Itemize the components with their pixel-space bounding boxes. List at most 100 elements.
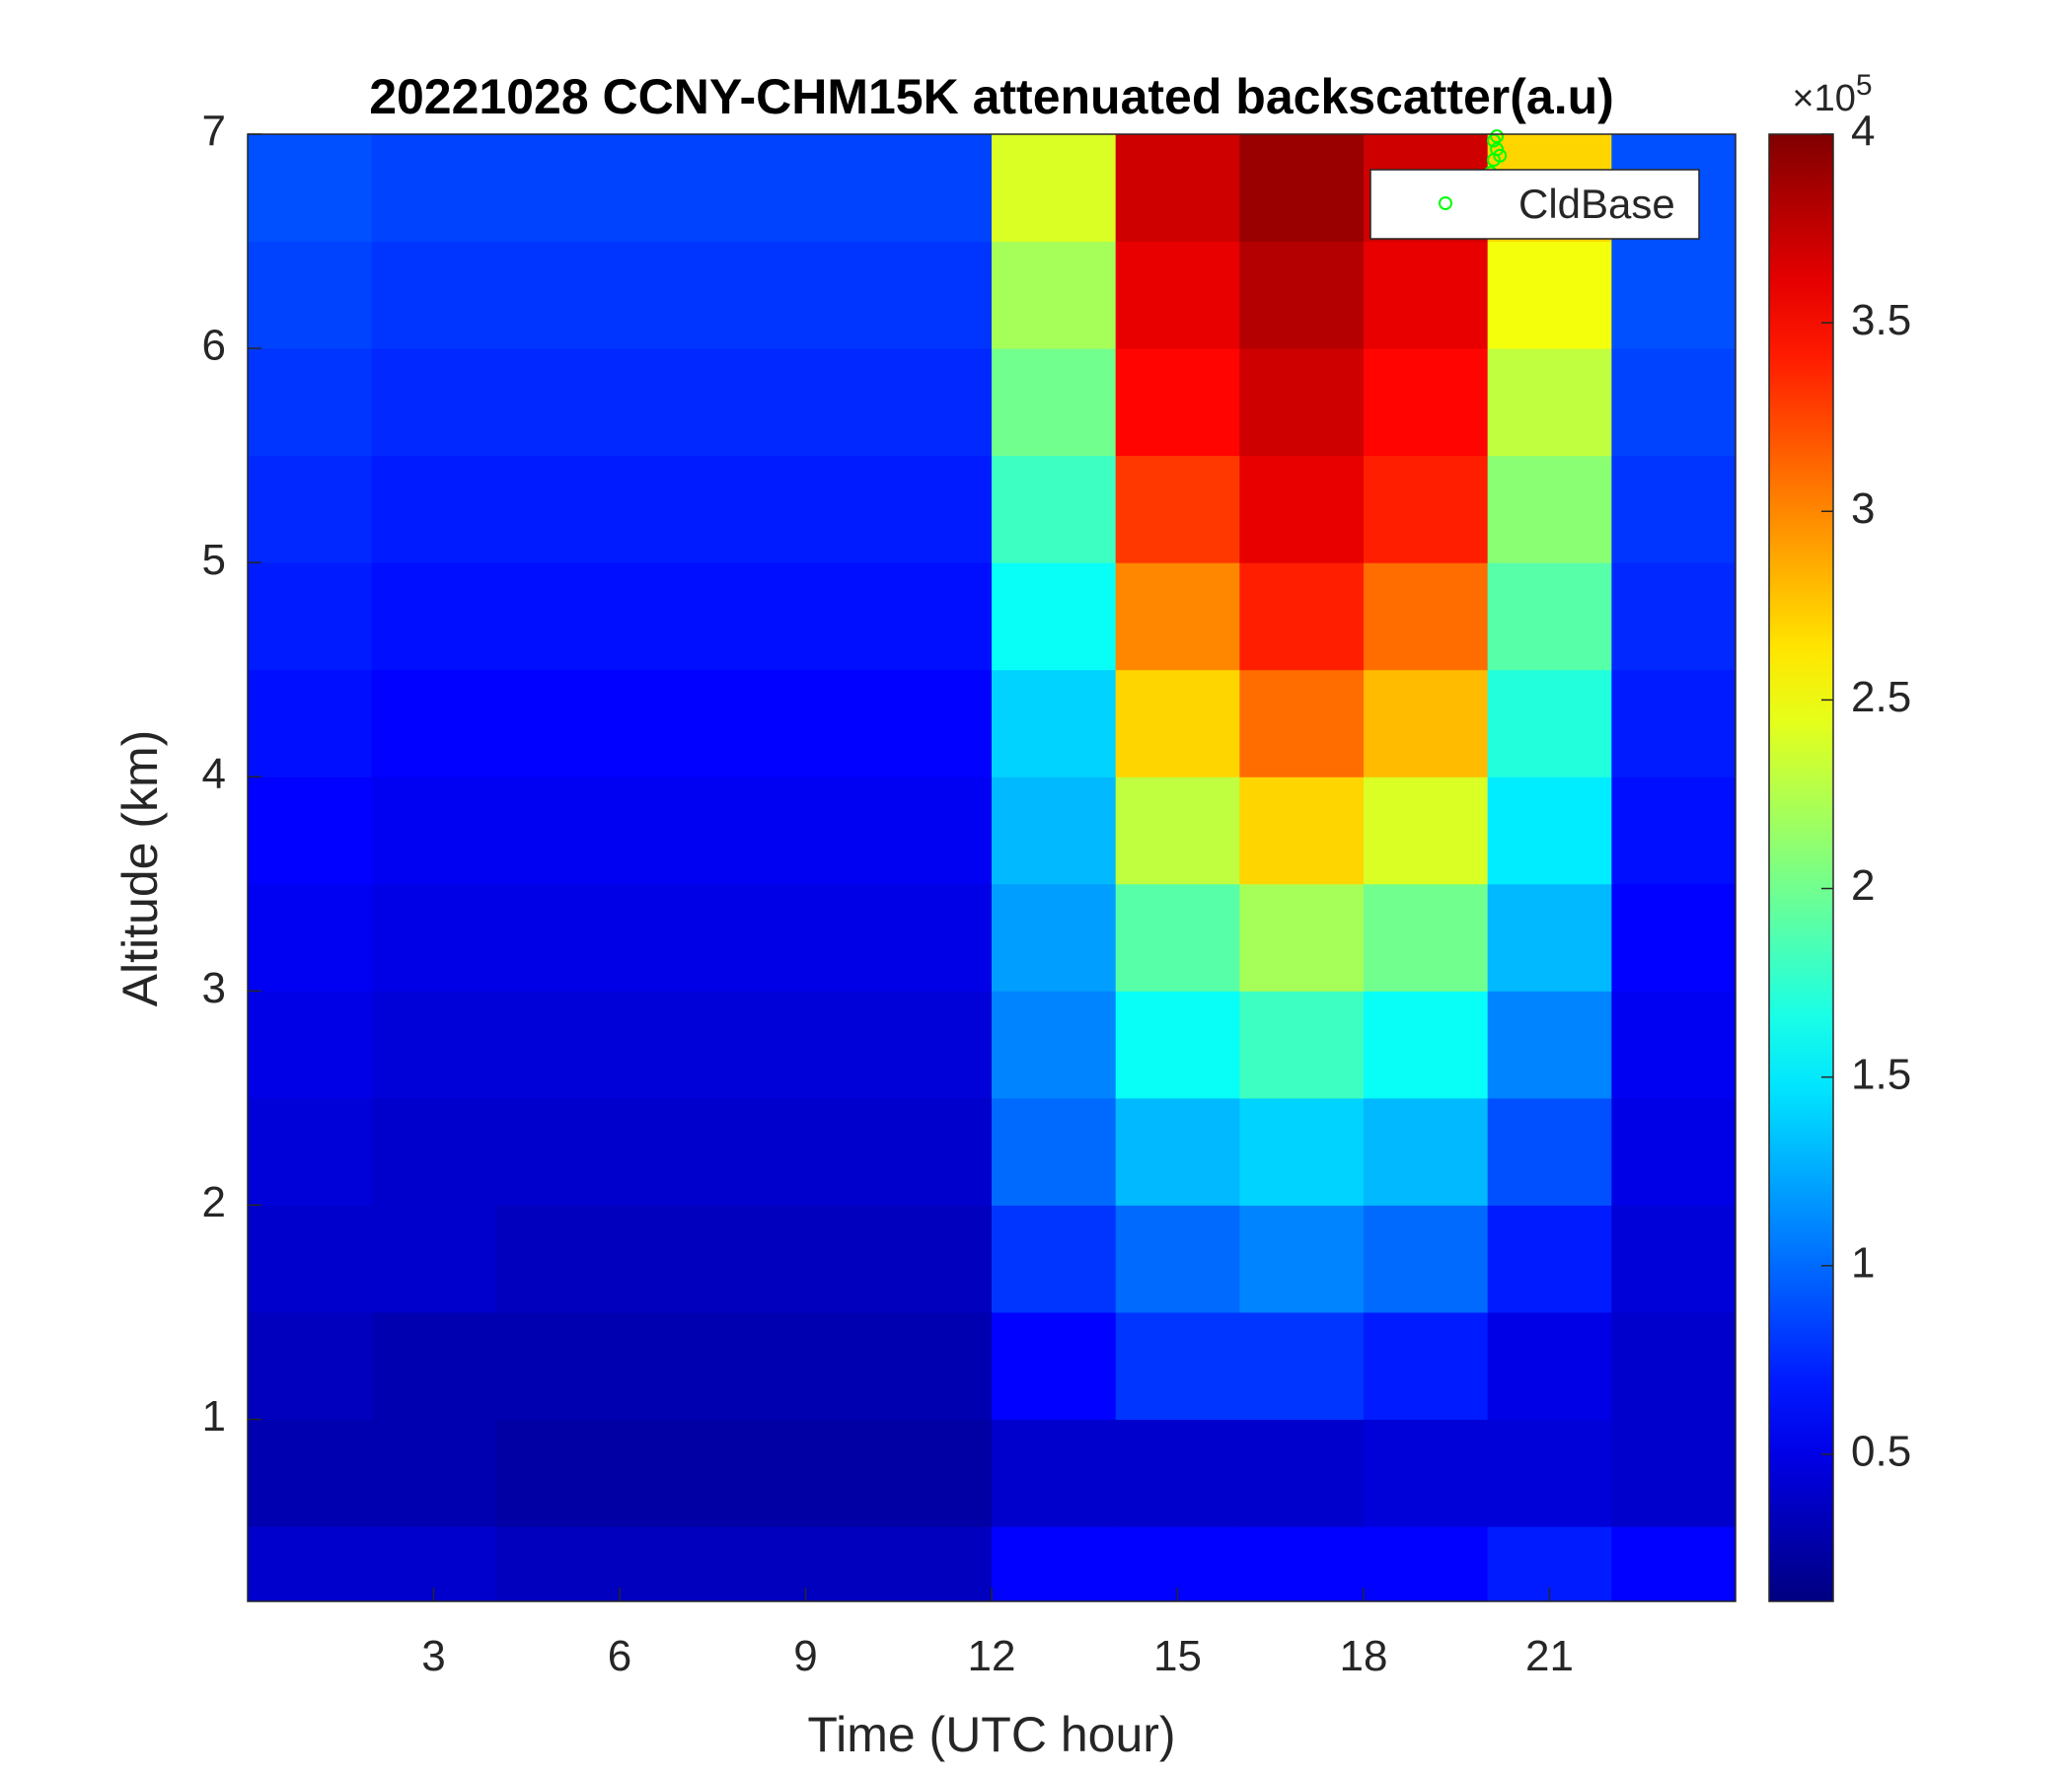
colorbar-multiplier-base: ×10 bbox=[1792, 78, 1855, 119]
heatmap-cell bbox=[1364, 991, 1489, 1099]
heatmap-cell bbox=[495, 669, 621, 777]
heatmap-cell bbox=[1239, 777, 1365, 885]
heatmap-cell bbox=[1487, 1205, 1612, 1313]
heatmap-cell bbox=[495, 1205, 621, 1313]
heatmap-cell bbox=[495, 1526, 621, 1602]
heatmap-cell bbox=[1239, 455, 1365, 563]
heatmap-cell bbox=[1115, 777, 1240, 885]
heatmap-cell bbox=[867, 455, 993, 563]
heatmap-cell bbox=[371, 455, 496, 563]
heatmap-cell bbox=[867, 777, 993, 885]
heatmap-cell bbox=[1364, 1311, 1489, 1420]
heatmap-cell bbox=[371, 669, 496, 777]
heatmap-cell bbox=[248, 991, 373, 1099]
heatmap-cell bbox=[371, 134, 496, 243]
heatmap-cell bbox=[1611, 1419, 1737, 1527]
heatmap-cell bbox=[1487, 991, 1612, 1099]
heatmap-cell bbox=[620, 991, 745, 1099]
x-tick-label: 12 bbox=[968, 1632, 1016, 1680]
heatmap-cell bbox=[1239, 1311, 1365, 1420]
heatmap-cell bbox=[867, 1526, 993, 1602]
colorbar-multiplier: ×105 bbox=[1792, 69, 1872, 119]
heatmap-cell bbox=[620, 1419, 745, 1527]
heatmap-cell bbox=[1239, 241, 1365, 349]
legend-marker bbox=[1439, 196, 1452, 210]
heatmap-cell bbox=[1487, 669, 1612, 777]
heatmap-cell bbox=[1239, 883, 1365, 992]
heatmap-cell bbox=[867, 562, 993, 671]
heatmap-cell bbox=[867, 669, 993, 777]
heatmap-cell bbox=[1611, 1311, 1737, 1420]
heatmap-cell bbox=[1487, 1311, 1612, 1420]
heatmap-cell bbox=[248, 562, 373, 671]
y-tick-label: 5 bbox=[202, 536, 226, 584]
heatmap-cell bbox=[620, 1526, 745, 1602]
heatmap-cell bbox=[867, 134, 993, 243]
heatmap-cell bbox=[1611, 669, 1737, 777]
heatmap-cell bbox=[495, 134, 621, 243]
heatmap-cell bbox=[248, 134, 373, 243]
x-tick-label: 3 bbox=[421, 1632, 445, 1680]
heatmap-cell bbox=[1364, 455, 1489, 563]
heatmap-cell bbox=[371, 1097, 496, 1206]
x-axis-label: Time (UTC hour) bbox=[807, 1707, 1175, 1762]
heatmap-cell bbox=[743, 777, 868, 885]
heatmap-cell bbox=[1487, 883, 1612, 992]
heatmap-cell bbox=[1239, 1526, 1365, 1602]
heatmap-cell bbox=[743, 348, 868, 457]
heatmap-cell bbox=[867, 991, 993, 1099]
heatmap-cell bbox=[371, 883, 496, 992]
heatmap-cell bbox=[1487, 348, 1612, 457]
heatmap-cell bbox=[1487, 455, 1612, 563]
y-tick-label: 6 bbox=[202, 322, 226, 370]
heatmap-cell bbox=[1611, 777, 1737, 885]
heatmap-cell bbox=[248, 777, 373, 885]
x-tick-label: 18 bbox=[1340, 1632, 1388, 1680]
heatmap-cell bbox=[495, 455, 621, 563]
colorbar-multiplier-exponent: 5 bbox=[1856, 69, 1873, 102]
colorbar-tick-label: 1.5 bbox=[1851, 1050, 1911, 1098]
heatmap-cell bbox=[248, 1097, 373, 1206]
y-tick-label: 7 bbox=[202, 108, 226, 156]
x-tick-label: 9 bbox=[793, 1632, 817, 1680]
heatmap-cell bbox=[867, 883, 993, 992]
heatmap-cell bbox=[1364, 777, 1489, 885]
colorbar-tick-label: 4 bbox=[1851, 108, 1875, 156]
heatmap-cell bbox=[1487, 562, 1612, 671]
heatmap-cell bbox=[620, 241, 745, 349]
heatmap-cell bbox=[1364, 562, 1489, 671]
heatmap-cell bbox=[743, 1205, 868, 1313]
y-tick-label: 3 bbox=[202, 964, 226, 1012]
heatmap-cell bbox=[248, 883, 373, 992]
heatmap-cell bbox=[620, 669, 745, 777]
heatmap-cell bbox=[992, 669, 1117, 777]
heatmap-cell bbox=[1611, 455, 1737, 563]
heatmap-cell bbox=[992, 455, 1117, 563]
heatmap-cell bbox=[867, 241, 993, 349]
heatmap-cell bbox=[992, 1097, 1117, 1206]
x-tick-label: 15 bbox=[1153, 1632, 1202, 1680]
heatmap-cell bbox=[620, 1311, 745, 1420]
heatmap-cell bbox=[1364, 1419, 1489, 1527]
heatmap-cell bbox=[495, 991, 621, 1099]
heatmap-cell bbox=[992, 562, 1117, 671]
heatmap-cell bbox=[495, 562, 621, 671]
heatmap-cell bbox=[495, 777, 621, 885]
heatmap-cell bbox=[1115, 1311, 1240, 1420]
chart-title: 20221028 CCNY-CHM15K attenuated backscat… bbox=[369, 69, 1614, 124]
colorbar-tick-label: 2 bbox=[1851, 861, 1875, 910]
heatmap-cell bbox=[1115, 241, 1240, 349]
heatmap-cell bbox=[867, 1311, 993, 1420]
heatmap-cell bbox=[992, 348, 1117, 457]
heatmap-cell bbox=[743, 241, 868, 349]
heatmap-cell bbox=[371, 348, 496, 457]
heatmap-cell bbox=[1487, 1097, 1612, 1206]
heatmap-cell bbox=[248, 1419, 373, 1527]
heatmap-cell bbox=[371, 241, 496, 349]
colorbar-tick-label: 0.5 bbox=[1851, 1428, 1911, 1476]
heatmap-cell bbox=[1611, 348, 1737, 457]
heatmap-cell bbox=[495, 1097, 621, 1206]
heatmap-cell bbox=[620, 455, 745, 563]
heatmap-cell bbox=[1239, 348, 1365, 457]
heatmap-cell bbox=[992, 1205, 1117, 1313]
